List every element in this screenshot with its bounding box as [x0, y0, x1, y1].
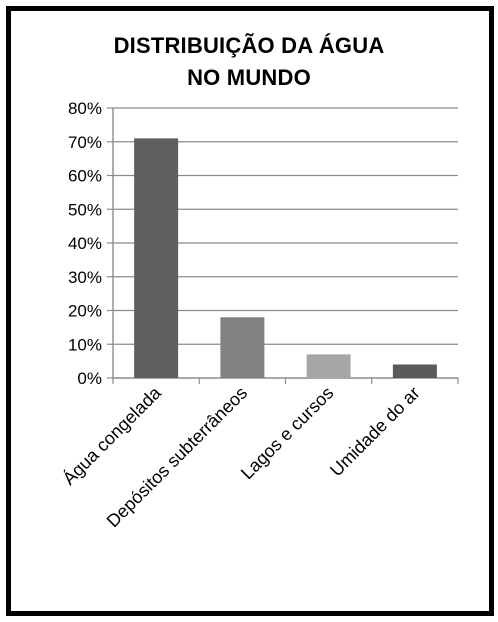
y-tick-label: 30% — [68, 268, 102, 287]
bar — [306, 354, 351, 378]
y-tick-label: 80% — [68, 99, 102, 118]
x-tick-label: Lagos e cursos — [237, 383, 337, 483]
chart-title-line-1: DISTRIBUIÇÃO DA ÁGUA — [113, 33, 385, 58]
y-tick-label: 70% — [68, 133, 102, 152]
x-tick-label: Umidade do ar — [326, 383, 424, 481]
y-tick-label: 60% — [68, 167, 102, 186]
y-tick-label: 20% — [68, 302, 102, 321]
bar — [134, 138, 179, 378]
bars — [134, 138, 437, 378]
chart-title: DISTRIBUIÇÃO DA ÁGUA NO MUNDO — [0, 30, 498, 94]
y-tick-label: 10% — [68, 335, 102, 354]
bar — [392, 364, 437, 378]
x-tick-label: Depósitos subterrâneos — [103, 383, 252, 532]
bar — [220, 317, 265, 378]
y-tick-label: 40% — [68, 234, 102, 253]
chart-title-line-2: NO MUNDO — [187, 65, 311, 90]
y-tick-label: 0% — [77, 369, 102, 388]
y-tick-label: 50% — [68, 200, 102, 219]
